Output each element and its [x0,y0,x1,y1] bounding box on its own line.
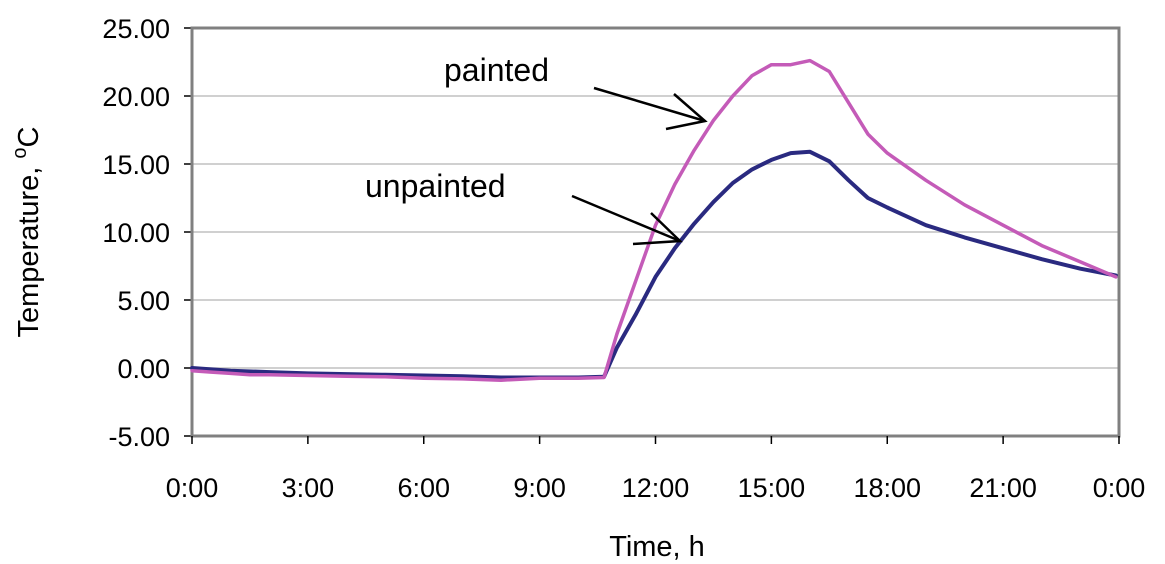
annotation-painted: painted [444,52,549,88]
x-tick-label: 15:00 [738,473,806,503]
x-tick-label: 6:00 [397,473,450,503]
y-axis-title-unit: C [13,127,45,148]
y-tick-label: 25.00 [102,14,170,44]
x-tick-label: 18:00 [853,473,921,503]
y-tick-label: 5.00 [117,286,170,316]
series-line-painted [190,58,1118,382]
x-tick-label: 3:00 [282,473,335,503]
y-tick-label: 0.00 [117,354,170,384]
series-lines [190,58,1118,382]
y-axis-tick-labels: -5.00 0.00 5.00 10.00 15.00 20.00 25.00 [102,14,170,452]
x-axis-tick-labels: 0:00 3:00 6:00 9:00 12:00 15:00 18:00 21:00 0:00 [166,473,1146,503]
y-tick-label: 10.00 [102,218,170,248]
y-tick-label: -5.00 [108,422,170,452]
x-axis-title: Time, h [609,531,705,563]
y-axis-title-text: Temperature, [13,159,45,338]
annotation-unpainted: unpainted [365,168,506,204]
y-tick-label: 15.00 [102,150,170,180]
x-tick-label: 0:00 [166,473,219,503]
x-tick-label: 12:00 [622,473,690,503]
series-line-unpainted [190,149,1118,380]
x-axis-tick-marks [191,436,1120,444]
arrow-unpainted [571,194,683,246]
y-axis-title-superscript: o [9,147,31,158]
y-axis-title: Temperature, oC [9,127,45,338]
y-tick-label: 20.00 [102,82,170,112]
x-tick-label: 21:00 [969,473,1037,503]
x-tick-label: 0:00 [1093,473,1146,503]
x-tick-label: 9:00 [513,473,566,503]
arrow-painted [593,86,708,131]
